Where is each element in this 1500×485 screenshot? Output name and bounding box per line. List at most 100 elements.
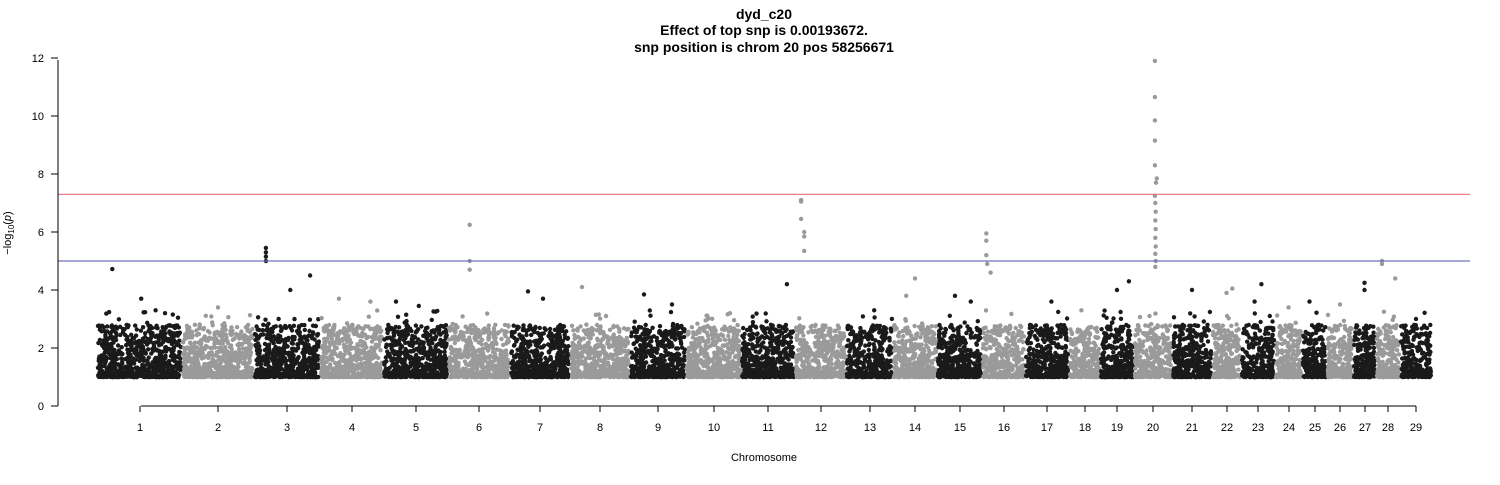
snp-point [292,316,297,322]
snp-point [266,355,271,360]
snp-point [413,374,419,380]
snp-point [461,330,466,336]
snp-point [154,347,159,352]
snp-point [622,359,627,364]
snp-point [230,367,236,372]
snp-point [133,323,138,328]
snp-point [593,363,598,368]
snp-point [355,366,361,371]
snp-point [262,341,268,347]
snp-peak-point [307,273,313,278]
snp-point [287,363,292,369]
snp-point [516,364,522,369]
snp-point [431,348,436,353]
snp-point [97,337,103,343]
snp-point [350,357,356,362]
snp-point [494,341,499,346]
snp-point [490,342,495,348]
snp-point [104,355,109,360]
snp-point [547,326,553,332]
snp-point [99,353,104,358]
snp-point [549,371,555,376]
snp-peak-point [263,254,269,259]
snp-point [518,334,523,340]
snp-point [276,316,281,322]
snp-point [485,311,490,316]
snp-point [581,336,587,341]
snp-point [375,324,380,329]
snp-point [553,340,558,346]
snp-point [138,328,144,333]
snp-point [264,323,270,328]
snp-point [234,325,240,330]
snp-point [255,341,261,346]
snp-point [320,346,325,351]
snp-point [105,336,111,341]
snp-point [249,374,254,379]
snp-peak-point [393,299,399,304]
snp-point [162,331,167,336]
snp-point [410,349,415,354]
snp-point [432,368,437,374]
snp-point [398,372,403,377]
snp-point [436,355,441,360]
snp-point [107,371,113,377]
snp-point [459,370,464,375]
snp-point [368,326,373,332]
snp-point [225,358,230,363]
snp-point [261,332,266,337]
snp-point [384,343,389,349]
snp-point [668,309,674,315]
snp-point [543,371,549,376]
snp-point [148,374,154,380]
snp-point [559,360,564,366]
snp-point [410,372,415,377]
snp-point [403,347,408,352]
snp-point [278,324,283,329]
snp-point [346,333,351,338]
snp-point [486,355,492,360]
snp-point [614,336,620,341]
snp-point [424,331,429,336]
snp-point [140,325,146,330]
snp-point [119,356,124,361]
snp-point [134,370,139,376]
snp-point [140,344,146,350]
snp-point [183,364,189,369]
snp-point [462,350,467,355]
snp-point [349,346,354,351]
snp-point [237,342,242,348]
snp-point [215,350,221,355]
snp-point [523,362,528,368]
snp-point [611,352,616,358]
snp-point [97,325,103,330]
snp-point [158,357,163,362]
snp-point [161,363,166,368]
snp-point [315,365,320,370]
snp-point [270,339,275,344]
snp-point [392,349,398,354]
snp-point [529,367,535,373]
snp-point [187,325,192,330]
snp-peak-point [139,296,144,301]
snp-point [618,367,623,372]
snp-point [426,339,432,344]
snp-point [149,351,154,356]
snp-point [307,362,313,367]
snp-point [547,330,553,335]
snp-point [156,337,161,343]
snp-point [276,333,281,338]
snp-point [358,338,363,344]
snp-peak-point [540,296,546,301]
snp-point [241,354,246,360]
snp-point [283,325,289,331]
snp-point [597,316,603,321]
snp-point [310,323,316,328]
snp-point [211,336,217,341]
snp-point [351,368,356,373]
snp-point [166,360,171,365]
snp-point [352,372,357,378]
snp-point [151,341,156,346]
snp-point [146,347,151,352]
